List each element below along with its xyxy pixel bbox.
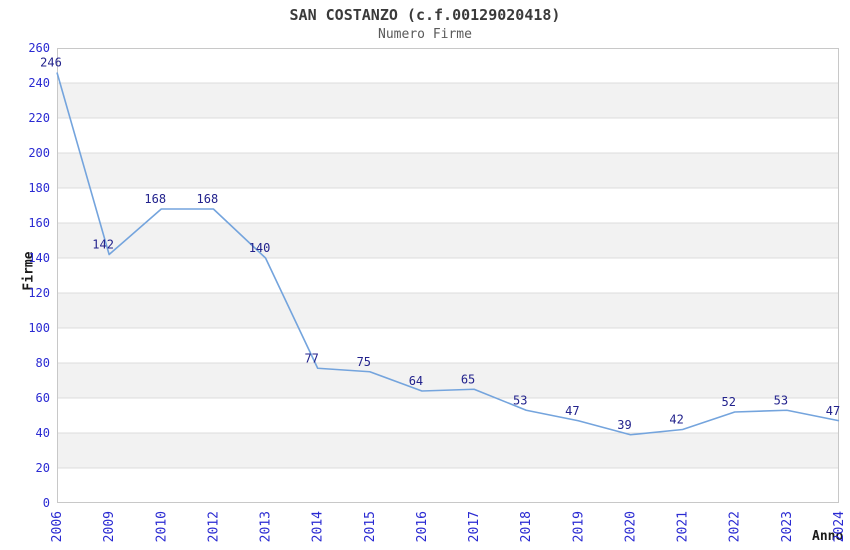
- chart-subtitle: Numero Firme: [378, 27, 472, 42]
- x-tick-label: 2012: [206, 511, 221, 542]
- x-tick-label: 2013: [259, 511, 274, 542]
- y-tick-label: 180: [28, 181, 50, 195]
- data-point-label: 65: [461, 372, 475, 386]
- band-gray: [57, 223, 839, 258]
- data-point-label: 168: [144, 192, 166, 206]
- data-point-label: 47: [826, 404, 840, 418]
- y-tick-label: 220: [28, 111, 50, 125]
- y-tick-label: 160: [28, 216, 50, 230]
- data-point-label: 246: [40, 56, 62, 70]
- gridlines: [57, 82, 839, 469]
- y-tick-label: 140: [28, 251, 50, 265]
- band-white: [57, 188, 839, 223]
- x-tick-label: 2022: [728, 511, 743, 542]
- x-tick-label: 2016: [415, 511, 430, 542]
- data-point-label: 39: [617, 418, 631, 432]
- band-white: [57, 48, 839, 83]
- x-tick-label: 2015: [363, 511, 378, 542]
- x-tick-label: 2010: [154, 511, 169, 542]
- band-white: [57, 258, 839, 293]
- x-tick-label: 2009: [102, 511, 117, 542]
- x-tick-label: 2006: [50, 511, 65, 542]
- data-point-label: 142: [92, 238, 114, 252]
- chart-title: SAN COSTANZO (c.f.00129020418): [289, 6, 561, 24]
- band-gray: [57, 83, 839, 118]
- data-point-label: 53: [513, 393, 527, 407]
- x-tick-label: 2014: [311, 511, 326, 542]
- data-point-label: 168: [197, 192, 219, 206]
- data-point-label: 64: [409, 374, 423, 388]
- x-tick-label: 2024: [832, 511, 847, 542]
- band-gray: [57, 433, 839, 468]
- x-tick-label: 2017: [467, 511, 482, 542]
- band-gray: [57, 153, 839, 188]
- data-labels: 246 142 168 168 140 77 75 64 65 53 47 39 42 52 53 47: [40, 56, 840, 432]
- data-point-label: 42: [669, 413, 683, 427]
- x-tick-label: 2020: [623, 511, 638, 542]
- x-tick-label: 2021: [676, 511, 691, 542]
- y-tick-label: 200: [28, 146, 50, 160]
- y-tick-labels: 0 20 40 60 80 100 120 140 160 180 200 220 240 260: [28, 41, 50, 510]
- y-tick-label: 100: [28, 321, 50, 335]
- plot-bands: [57, 48, 839, 503]
- band-white: [57, 118, 839, 153]
- y-tick-label: 0: [43, 496, 50, 510]
- data-point-label: 47: [565, 404, 579, 418]
- y-tick-label: 40: [36, 426, 50, 440]
- y-tick-label: 260: [28, 41, 50, 55]
- x-tick-label: 2019: [571, 511, 586, 542]
- band-gray: [57, 363, 839, 398]
- data-point-label: 52: [722, 395, 736, 409]
- data-point-label: 75: [357, 355, 371, 369]
- y-tick-label: 120: [28, 286, 50, 300]
- x-tick-label: 2023: [780, 511, 795, 542]
- band-white: [57, 328, 839, 363]
- x-axis-title: Anno: [812, 529, 844, 544]
- data-point-label: 77: [304, 351, 318, 365]
- y-tick-label: 60: [36, 391, 50, 405]
- band-white: [57, 468, 839, 503]
- data-line: [56, 72, 840, 436]
- x-tick-labels: 2006 2009 2010 2012 2013 2014 2015 2016 2017 2018…: [50, 511, 847, 542]
- y-tick-label: 240: [28, 76, 50, 90]
- plot-border: [57, 48, 839, 503]
- data-point-label: 53: [774, 393, 788, 407]
- data-point-label: 140: [249, 241, 271, 255]
- y-tick-label: 80: [36, 356, 50, 370]
- band-white: [57, 398, 839, 433]
- x-tick-label: 2018: [519, 511, 534, 542]
- band-gray: [57, 293, 839, 328]
- y-tick-label: 20: [36, 461, 50, 475]
